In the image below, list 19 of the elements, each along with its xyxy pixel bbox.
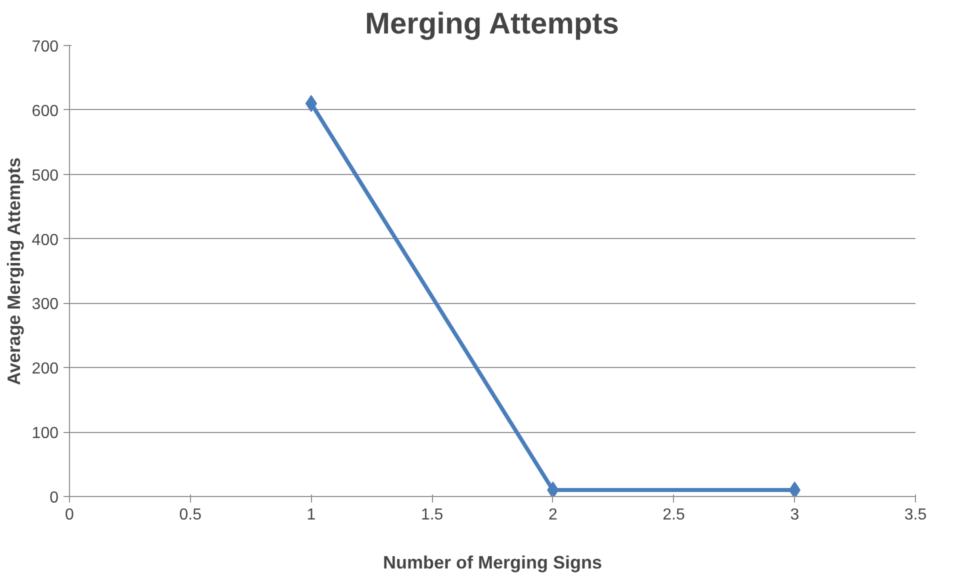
x-tick-label: 2 [548,506,558,524]
y-tick-label: 700 [32,38,59,56]
y-tick-label: 600 [32,102,59,120]
x-tick-label: 1.5 [420,506,444,524]
x-tick-label: 1 [306,506,316,524]
y-tick-label: 400 [32,232,59,249]
y-axis-title: Average Merging Attempts [4,157,24,386]
x-axis-title: Number of Merging Signs [382,552,602,572]
x-tick-label: 2.5 [662,506,686,524]
y-tick-label: 100 [32,425,59,442]
chart-title: Merging Attempts [365,8,619,40]
x-tick-label: 3 [790,506,800,524]
x-tick-label: 3.5 [904,506,927,524]
x-tick-label: 0.5 [179,506,202,524]
x-tick-label: 0 [65,506,74,524]
y-tick-label: 200 [32,360,59,378]
y-tick-label: 300 [32,296,59,314]
y-tick-label: 500 [32,167,59,184]
y-tick-label: 0 [50,490,59,506]
